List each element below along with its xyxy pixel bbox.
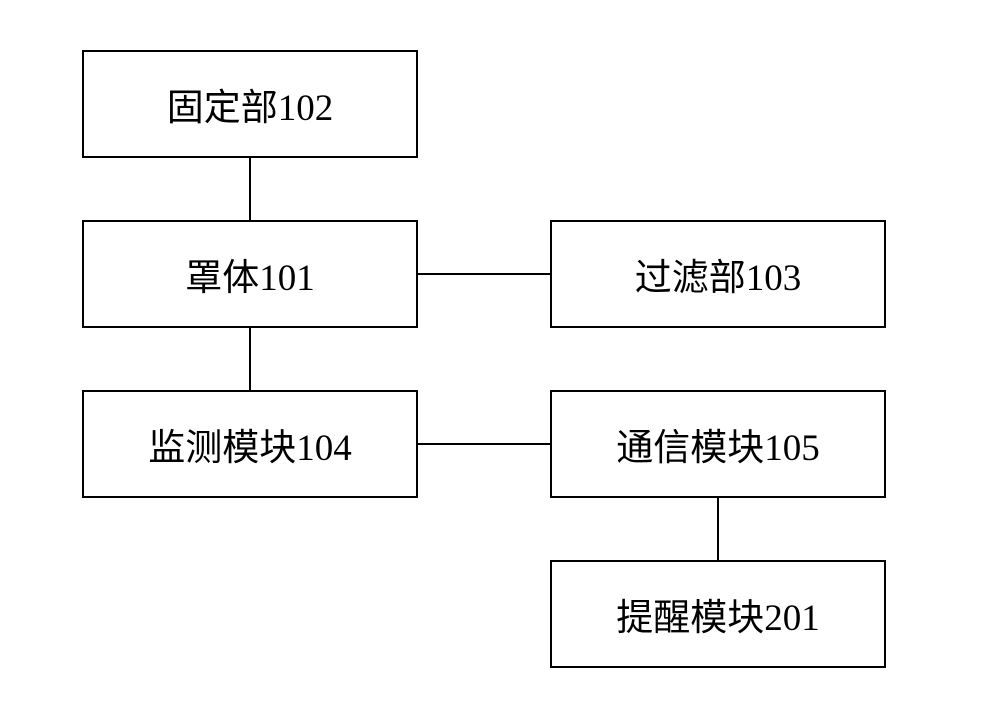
edge-104-to-105 — [418, 443, 550, 445]
node-label: 提醒模块201 — [616, 587, 820, 641]
node-comm-module-105: 通信模块105 — [550, 390, 886, 498]
node-label: 过滤部103 — [635, 247, 802, 301]
edge-101-to-104 — [249, 328, 251, 390]
node-label: 监测模块104 — [148, 417, 352, 471]
node-fixed-part-102: 固定部102 — [82, 50, 418, 158]
node-label: 罩体101 — [185, 247, 315, 301]
node-cover-body-101: 罩体101 — [82, 220, 418, 328]
edge-101-to-103 — [418, 273, 550, 275]
edge-102-to-101 — [249, 158, 251, 220]
node-monitor-module-104: 监测模块104 — [82, 390, 418, 498]
diagram-canvas: 固定部102 罩体101 过滤部103 监测模块104 通信模块105 提醒模块… — [0, 0, 1000, 715]
node-label: 固定部102 — [167, 77, 334, 131]
node-filter-part-103: 过滤部103 — [550, 220, 886, 328]
edge-105-to-201 — [717, 498, 719, 560]
node-label: 通信模块105 — [616, 417, 820, 471]
node-reminder-module-201: 提醒模块201 — [550, 560, 886, 668]
